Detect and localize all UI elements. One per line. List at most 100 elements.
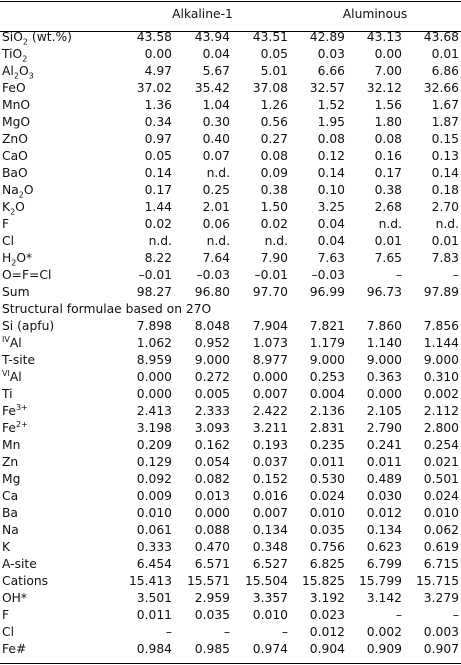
row-label: Al2O3 <box>2 64 34 81</box>
value-cell: 0.15 <box>431 132 460 146</box>
formula-row: Fe3+ 2.413 2.333 2.422 2.136 2.105 2.112 <box>0 403 461 420</box>
table-header: Alkaline-1 Aluminous <box>0 6 461 29</box>
value-cell: 7.821 <box>309 319 345 333</box>
row-label: Cl <box>2 234 15 248</box>
value-cell: 15.571 <box>186 574 230 588</box>
value-cell: 3.25 <box>317 200 345 214</box>
value-cell: 0.01 <box>374 234 402 248</box>
value-cell: 0.07 <box>202 149 230 163</box>
row-label: F <box>2 608 10 622</box>
value-cell: – <box>395 268 402 282</box>
row-label: Fe2+ <box>2 419 28 435</box>
row-label: Cl <box>2 625 15 639</box>
value-cell: 0.023 <box>309 608 345 622</box>
value-cell: 3.501 <box>136 591 172 605</box>
value-cell: 7.90 <box>260 251 288 265</box>
value-cell: 8.977 <box>252 353 288 367</box>
value-cell: 0.489 <box>366 472 402 486</box>
value-cell: 0.002 <box>366 625 402 639</box>
value-cell: 0.619 <box>423 540 460 554</box>
value-cell: 6.454 <box>136 557 172 571</box>
value-cell: 15.825 <box>301 574 345 588</box>
formula-row: Cl – – – 0.012 0.002 0.003 <box>0 624 461 641</box>
value-cell: 0.011 <box>136 608 172 622</box>
value-cell: 0.756 <box>309 540 345 554</box>
value-cell: 0.06 <box>202 217 230 231</box>
value-cell: 96.99 <box>309 285 345 299</box>
formula-row: Fe2+ 3.198 3.093 3.211 2.831 2.790 2.800 <box>0 420 461 437</box>
value-cell: 5.01 <box>260 64 288 78</box>
value-cell: 0.00 <box>374 47 402 61</box>
value-cell: – <box>452 268 460 282</box>
value-cell: – <box>395 608 402 622</box>
value-cell: 0.007 <box>252 387 288 401</box>
value-cell: 1.04 <box>202 98 230 112</box>
bottom-rule <box>0 663 461 664</box>
value-cell: 3.357 <box>252 591 288 605</box>
value-cell: n.d. <box>206 234 230 248</box>
formula-row: Ba 0.010 0.000 0.007 0.010 0.012 0.010 <box>0 505 461 522</box>
row-label: VIAl <box>2 368 22 384</box>
row-label: Fe# <box>2 642 27 656</box>
value-cell: 43.51 <box>252 30 288 44</box>
value-cell: n.d. <box>264 234 288 248</box>
value-cell: 8.22 <box>144 251 172 265</box>
value-cell: 3.192 <box>309 591 345 605</box>
value-cell: 0.134 <box>252 523 288 537</box>
value-cell: –0.01 <box>254 268 288 282</box>
value-cell: 43.58 <box>136 30 172 44</box>
value-cell: 0.97 <box>144 132 172 146</box>
value-cell: 2.413 <box>136 404 172 418</box>
oxide-row: MgO 0.34 0.30 0.56 1.95 1.80 1.87 <box>0 114 461 131</box>
oxide-row: Na2O 0.17 0.25 0.38 0.10 0.38 0.18 <box>0 182 461 199</box>
value-cell: 97.70 <box>252 285 288 299</box>
value-cell: 2.68 <box>374 200 402 214</box>
value-cell: 0.310 <box>423 370 460 384</box>
value-cell: 0.10 <box>317 183 345 197</box>
value-cell: 2.01 <box>202 200 230 214</box>
value-cell: 0.000 <box>136 370 172 384</box>
row-label: H2O* <box>2 251 33 268</box>
value-cell: 1.56 <box>374 98 402 112</box>
value-cell: 98.27 <box>136 285 172 299</box>
row-label: Sum <box>2 285 30 299</box>
row-label: SiO2 (wt.%) <box>2 30 72 47</box>
value-cell: 0.08 <box>260 149 288 163</box>
formula-row: IVAl 1.062 0.952 1.073 1.179 1.140 1.144 <box>0 335 461 352</box>
value-cell: 0.38 <box>260 183 288 197</box>
row-label: MnO <box>2 98 31 112</box>
value-cell: 1.144 <box>423 336 460 350</box>
value-cell: 96.73 <box>366 285 402 299</box>
value-cell: 5.67 <box>202 64 230 78</box>
value-cell: 0.088 <box>194 523 230 537</box>
value-cell: 0.004 <box>309 387 345 401</box>
value-cell: 2.112 <box>423 404 460 418</box>
value-cell: 6.799 <box>366 557 402 571</box>
value-cell: 6.86 <box>431 64 460 78</box>
value-cell: –0.01 <box>138 268 172 282</box>
value-cell: 15.799 <box>358 574 402 588</box>
value-cell: –0.03 <box>196 268 230 282</box>
value-cell: 0.38 <box>374 183 402 197</box>
value-cell: 0.09 <box>260 166 288 180</box>
value-cell: 0.129 <box>136 455 172 469</box>
value-cell: 1.52 <box>317 98 345 112</box>
row-label: ZnO <box>2 132 28 146</box>
oxide-row: SiO2 (wt.%) 43.58 43.94 43.51 42.89 43.13 43.6… <box>0 29 461 46</box>
value-cell: 32.57 <box>309 81 345 95</box>
value-cell: 0.952 <box>194 336 230 350</box>
value-cell: 0.907 <box>423 642 460 656</box>
value-cell: 0.00 <box>144 47 172 61</box>
group-header-alkaline: Alkaline-1 <box>172 7 233 21</box>
value-cell: 3.279 <box>423 591 460 605</box>
value-cell: – <box>165 625 172 639</box>
value-cell: 43.13 <box>366 30 402 44</box>
value-cell: n.d. <box>435 217 460 231</box>
value-cell: – <box>281 625 288 639</box>
value-cell: 0.062 <box>423 523 460 537</box>
oxide-row: Cl n.d. n.d. n.d. 0.04 0.01 0.01 <box>0 233 461 250</box>
value-cell: 0.035 <box>194 608 230 622</box>
value-cell: – <box>223 625 230 639</box>
value-cell: 0.363 <box>366 370 402 384</box>
formula-row: Fe# 0.984 0.985 0.974 0.904 0.909 0.907 <box>0 641 461 658</box>
